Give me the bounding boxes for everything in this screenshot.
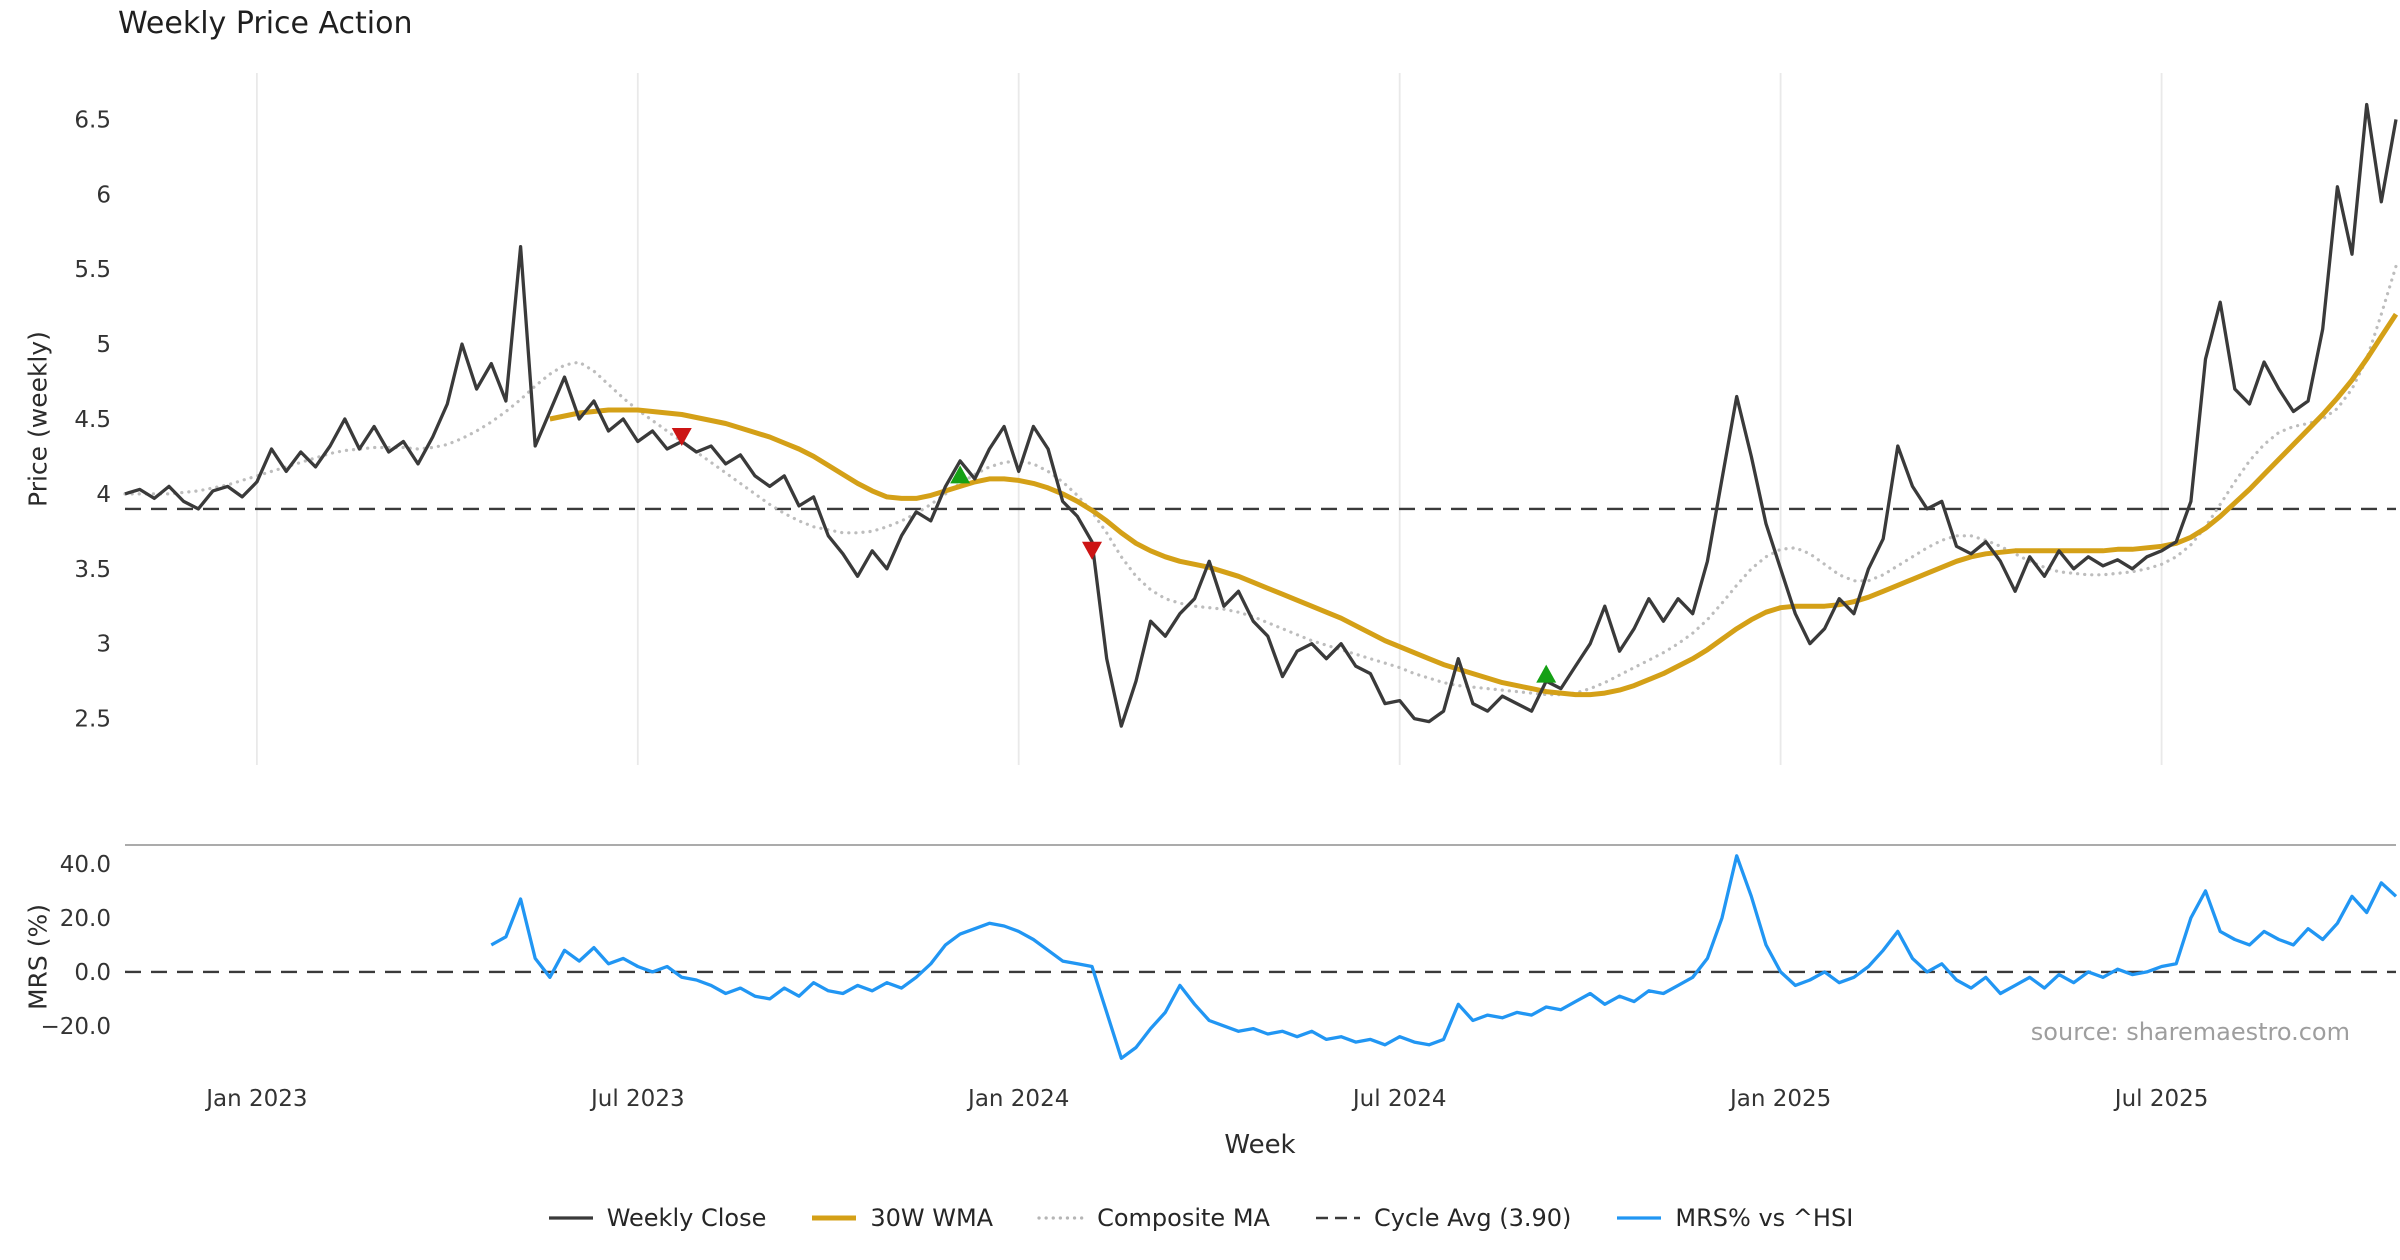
x-tick-label: Jan 2025 [1728, 1086, 1831, 1112]
source-watermark: source: sharemaestro.com [2030, 1018, 2350, 1046]
legend-label: Composite MA [1097, 1204, 1270, 1232]
y-tick-label: 0.0 [74, 960, 111, 986]
y-tick-label: 5 [96, 332, 111, 358]
legend-label: Weekly Close [606, 1204, 767, 1232]
legend-label: Cycle Avg (3.90) [1373, 1204, 1572, 1232]
y-tick-label: 40.0 [60, 852, 111, 878]
triangle-down-marker [671, 427, 692, 446]
price-panel: 2.5 3 3.5 4 4.5 5 5.5 6 6.5 [74, 73, 2399, 765]
x-tick-label: Jul 2024 [1351, 1086, 1447, 1112]
x-axis-label: Week [1224, 1130, 1296, 1160]
legend-swatch-solid-icon [548, 1216, 593, 1220]
y-tick-label: 20.0 [60, 906, 111, 932]
y-tick-label: 4 [96, 482, 111, 508]
legend-swatch-dotted-icon [1037, 1216, 1085, 1220]
legend-swatch-thick-icon [812, 1215, 857, 1221]
triangle-down-marker [1082, 541, 1103, 560]
y-tick-label: 6.5 [74, 107, 111, 133]
x-tick-label: Jan 2023 [204, 1086, 307, 1112]
legend-item: Composite MA [1037, 1204, 1270, 1232]
wma-line [549, 312, 2399, 698]
x-tick-label: Jul 2023 [589, 1086, 685, 1112]
legend-item: MRS% vs ^HSI [1615, 1204, 1853, 1232]
mrs-panel: −20.0 0.0 20.0 40.0 [41, 844, 2398, 1060]
x-tick-label: Jul 2025 [2113, 1086, 2209, 1112]
y-tick-label: 5.5 [74, 257, 111, 283]
triangle-up-marker [950, 465, 971, 484]
legend-swatch-dashed-icon [1315, 1216, 1360, 1220]
y-tick-label: 4.5 [74, 407, 111, 433]
composite-ma-line [123, 264, 2398, 697]
legend-label: 30W WMA [870, 1204, 994, 1232]
legend-item: Cycle Avg (3.90) [1314, 1204, 1571, 1232]
legend-swatch-solid-icon [1617, 1216, 1662, 1220]
legend-item: Weekly Close [547, 1204, 767, 1232]
y-tick-label: 3 [96, 632, 111, 658]
legend-label: MRS% vs ^HSI [1675, 1204, 1854, 1232]
x-tick-label: Jan 2024 [966, 1086, 1069, 1112]
triangle-up-marker [1536, 664, 1557, 683]
chart-title: Weekly Price Action [118, 6, 413, 41]
y-tick-label: 3.5 [74, 557, 111, 583]
legend-item: 30W WMA [810, 1204, 993, 1232]
weekly-close-line [124, 102, 2398, 728]
y-tick-label: −20.0 [41, 1014, 111, 1040]
mrs-line [490, 854, 2398, 1060]
y-tick-label: 6 [96, 182, 111, 208]
legend: Weekly Close 30W WMA Composite MA Cycle Avg… [0, 1204, 2400, 1232]
y-tick-label: 2.5 [74, 707, 111, 733]
